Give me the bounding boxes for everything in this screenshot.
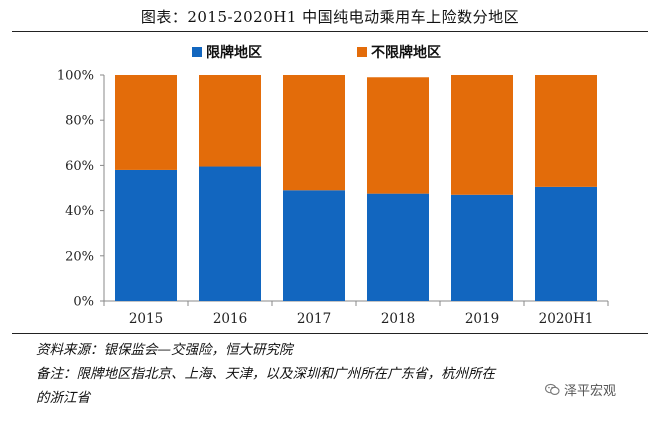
- y-tick-label: 100%: [57, 69, 94, 84]
- bar-restricted: [283, 190, 345, 301]
- title-rule: [12, 31, 648, 32]
- y-tick-label: 40%: [65, 204, 94, 219]
- bar-unrestricted: [283, 75, 345, 191]
- legend-label: 不限牌地区: [371, 44, 441, 61]
- bar-restricted: [451, 194, 513, 301]
- x-tick-label: 2017: [297, 311, 331, 327]
- watermark: 泽平宏观: [545, 380, 616, 399]
- legend-swatch: [357, 47, 367, 57]
- y-tick-label: 20%: [65, 249, 94, 264]
- bar-restricted: [115, 169, 177, 301]
- x-tick-label: 2015: [129, 311, 163, 327]
- source-note: 资料来源：银保监会—交强险，恒大研究院: [36, 342, 293, 358]
- bar-unrestricted: [367, 77, 429, 194]
- chart-title: 图表：2015-2020H1 中国纯电动乘用车上险数分地区: [140, 8, 520, 26]
- bar-unrestricted: [535, 75, 597, 187]
- remark-note-line1: 备注：限牌地区指北京、上海、天津，以及深圳和广州所在广东省，杭州所在: [36, 366, 495, 382]
- bar-restricted: [535, 186, 597, 301]
- axes: 0% 20% 40% 60% 80% 100% 2015 2016 2017 2018 2019 20…: [57, 69, 609, 327]
- y-tick-label: 0%: [73, 295, 94, 310]
- bars: [115, 75, 597, 301]
- legend: 限牌地区 不限牌地区: [192, 44, 441, 61]
- bar-restricted: [367, 193, 429, 301]
- x-tick-label: 2018: [381, 311, 415, 327]
- bar-unrestricted: [451, 75, 513, 195]
- remark-note-line2: 的浙江省: [36, 390, 90, 406]
- bar-unrestricted: [115, 75, 177, 170]
- x-tick-label: 2019: [465, 311, 499, 327]
- bar-restricted: [199, 166, 261, 301]
- x-tick-label: 2016: [213, 311, 247, 327]
- y-tick-label: 60%: [65, 159, 94, 174]
- y-tick-label: 80%: [65, 114, 94, 129]
- legend-label: 限牌地区: [206, 44, 262, 61]
- legend-swatch: [192, 47, 202, 57]
- stacked-bar-chart: 限牌地区 不限牌地区 0% 20% 40% 60% 80% 100% 2015 2016 2017…: [57, 44, 609, 327]
- x-tick-label: 2020H1: [539, 311, 594, 327]
- bar-unrestricted: [199, 75, 261, 167]
- chart-bottom-rule: [12, 333, 648, 334]
- watermark-text: 泽平宏观: [564, 384, 617, 399]
- wechat-icon: [545, 383, 560, 395]
